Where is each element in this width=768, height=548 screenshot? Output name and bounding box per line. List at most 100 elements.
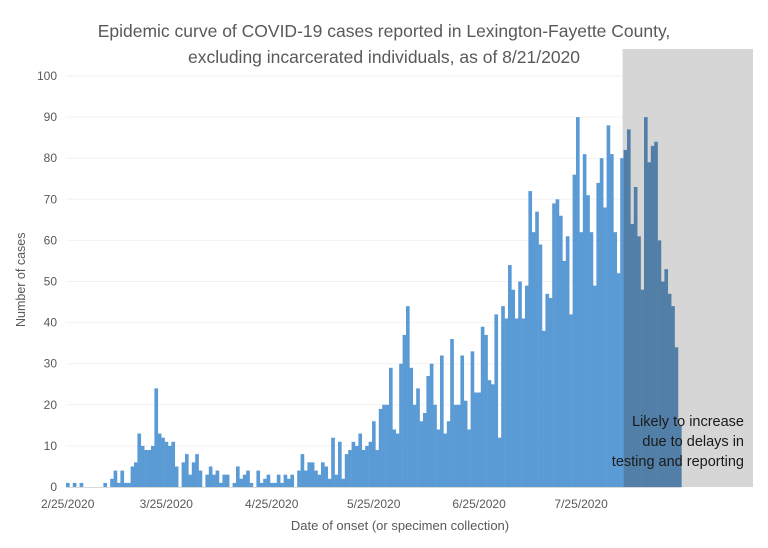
bar (147, 450, 152, 487)
bar (531, 232, 536, 487)
bar (477, 392, 482, 487)
bar (576, 117, 580, 487)
bar (195, 454, 199, 487)
bar (246, 470, 250, 487)
bar (304, 470, 308, 487)
bar (334, 474, 339, 487)
bar (341, 478, 346, 487)
bar (514, 318, 519, 487)
bar (236, 466, 240, 487)
bar (361, 450, 366, 487)
bar (637, 236, 641, 487)
bar (188, 474, 193, 487)
bar (644, 117, 648, 487)
bar (225, 474, 230, 487)
bar (290, 474, 295, 487)
bar (678, 425, 682, 487)
x-tick-label: 6/25/2020 (452, 497, 506, 511)
bar (355, 445, 359, 487)
bar (239, 478, 244, 487)
bar (416, 388, 420, 487)
annotation-line-3: testing and reporting (611, 454, 744, 470)
bar (474, 392, 478, 487)
x-tick-label: 3/25/2020 (140, 497, 194, 511)
bar (569, 314, 573, 487)
bar (208, 466, 213, 487)
bar (249, 482, 254, 487)
bar (647, 162, 652, 487)
bar (596, 182, 601, 488)
bar (616, 273, 621, 487)
bar (110, 478, 114, 487)
bar (307, 462, 312, 487)
bar (603, 207, 607, 487)
bar (317, 474, 322, 487)
bar (450, 339, 454, 487)
bar (171, 441, 176, 487)
bar (365, 445, 369, 487)
y-tick-label: 100 (37, 69, 57, 83)
bar (593, 285, 597, 487)
bar (123, 482, 128, 487)
bar (259, 482, 264, 487)
bar (406, 306, 410, 487)
bar (433, 404, 437, 487)
y-tick-label: 90 (44, 110, 58, 124)
bar (157, 433, 162, 487)
bar (324, 466, 329, 487)
y-tick-label: 20 (44, 398, 58, 412)
bar (144, 450, 148, 487)
bar (586, 195, 590, 487)
bar (273, 482, 278, 487)
bar (358, 433, 363, 487)
bar (140, 445, 145, 487)
bar (674, 347, 679, 487)
bar (562, 260, 567, 487)
bar (368, 441, 373, 487)
bar (382, 404, 386, 487)
bar (463, 400, 468, 487)
y-tick-label: 60 (44, 233, 58, 247)
bar (154, 388, 159, 487)
bar (606, 125, 611, 487)
bar (232, 482, 237, 487)
bar (283, 474, 288, 487)
x-tick-label: 2/25/2020 (41, 497, 95, 511)
bar (168, 445, 172, 487)
bar (511, 289, 516, 487)
bar (198, 470, 203, 487)
bar (389, 367, 393, 487)
bar (667, 293, 672, 487)
bar (623, 149, 628, 488)
y-tick-label: 70 (44, 192, 58, 206)
bar (559, 215, 563, 488)
annotation-line-1: Likely to increase (631, 414, 744, 430)
bar (579, 232, 584, 487)
x-tick-labels: 2/25/2020 3/25/2020 4/25/2020 5/25/2020 6/25… (41, 497, 608, 511)
bar (508, 265, 512, 487)
bar (521, 318, 526, 487)
bar (287, 478, 291, 487)
bar (620, 158, 624, 487)
bar (436, 429, 441, 487)
bar (565, 236, 570, 487)
x-tick-label: 4/25/2020 (245, 497, 299, 511)
bar (538, 244, 543, 487)
bar (256, 470, 261, 487)
bar (535, 211, 539, 487)
bar (457, 404, 461, 487)
bar (664, 269, 669, 487)
y-tick-label: 40 (44, 316, 58, 330)
bar (545, 293, 550, 487)
bar (423, 413, 427, 487)
x-tick-label: 5/25/2020 (347, 497, 401, 511)
bar (518, 281, 522, 487)
bar (205, 474, 210, 487)
bar (402, 334, 407, 487)
bar (552, 203, 556, 487)
bar (589, 232, 594, 487)
bar (548, 297, 553, 487)
bar (453, 404, 458, 487)
bar (372, 421, 376, 487)
